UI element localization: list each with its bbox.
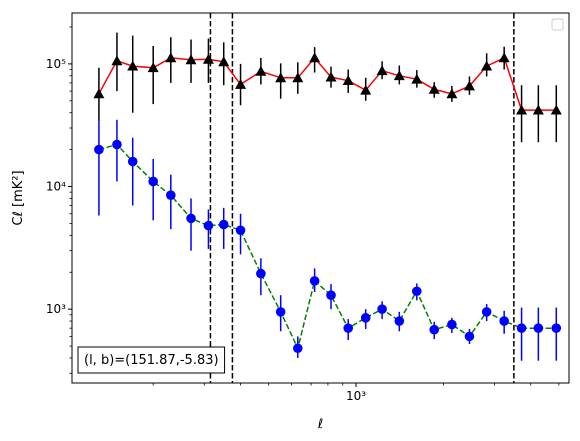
data-point [292,343,303,354]
data-point [411,73,423,84]
data-point [326,290,336,300]
data-point [532,104,544,115]
data-point [342,75,354,86]
x-tick-label: 10³ [346,389,366,403]
data-point [481,60,493,71]
data-point [235,225,246,236]
data-point [256,268,266,279]
annotation-frame [77,346,226,374]
annotation-text: (l, b)=(151.87,-5.83) [84,353,219,368]
data-point [550,104,562,115]
data-point [186,213,196,224]
data-point [111,55,123,66]
data-point [93,88,105,99]
data-point [533,323,544,333]
data-point [463,80,475,91]
data-point [428,83,440,94]
plot-area [93,13,562,383]
data-point [292,72,304,83]
x-axis-label: ℓ [317,417,323,432]
data-point [112,139,122,150]
data-point [275,307,286,317]
legend-box [551,18,564,31]
data-point [447,319,457,330]
data-point [464,331,475,342]
data-point [551,323,562,333]
y-tick-label: 10³ [46,302,66,316]
y-axis-label: Cℓ [mK²] [11,170,26,225]
data-point [516,104,528,115]
data-point [185,54,197,65]
annotation-box: (l, b)=(151.87,-5.83) [77,346,226,374]
data-point [394,316,405,326]
data-point [377,304,387,314]
data-point [499,316,509,326]
data-point [127,156,138,167]
data-point [309,276,320,286]
data-point [147,62,159,73]
data-point [202,53,214,64]
data-point [429,324,440,335]
data-point [127,60,139,71]
data-point [516,323,527,333]
data-point [343,323,354,333]
data-point [481,307,492,317]
data-point [165,52,177,63]
data-point [218,219,229,230]
data-point [498,52,510,63]
data-point [218,56,230,67]
data-point [255,65,267,76]
data-point [203,220,214,231]
y-tick-label: 10⁴ [46,180,66,194]
data-point [412,286,422,297]
data-point [325,71,337,82]
data-point [275,72,287,83]
data-point [360,84,372,95]
data-point [446,88,458,99]
data-point [235,78,247,89]
data-point [309,52,321,63]
axes-frame [71,12,570,384]
data-point [360,313,371,323]
data-point [94,144,104,155]
series-1 [93,32,562,143]
data-point [376,65,388,76]
data-point [166,190,176,200]
ticks: 10³ 10³ 10⁴ 10⁵ [46,26,560,403]
y-tick-label: 10⁵ [46,57,66,71]
series-2 [94,119,562,361]
data-point [148,176,159,187]
data-point [393,70,405,81]
